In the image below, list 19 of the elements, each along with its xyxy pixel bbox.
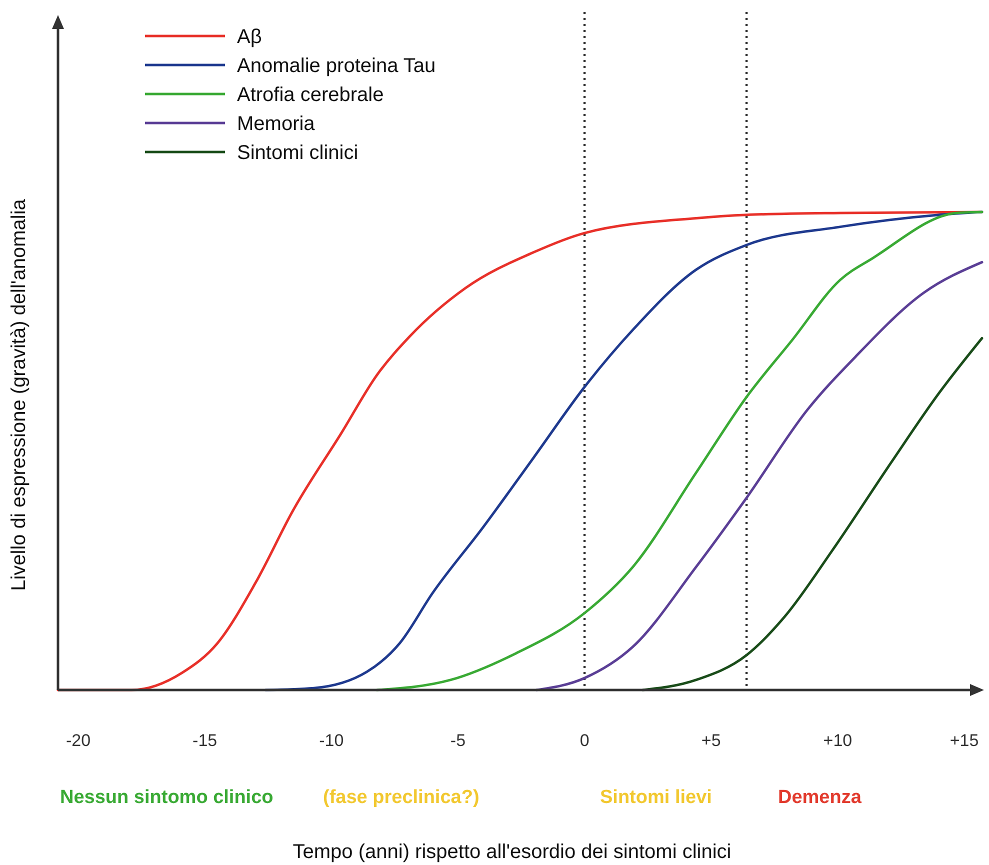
x-tick-label: +10	[823, 731, 852, 750]
legend-label: Anomalie proteina Tau	[237, 55, 436, 77]
x-tick-label: -20	[66, 731, 91, 750]
y-axis-title: Livello di espressione (gravità) dell'anomalia	[8, 198, 30, 591]
x-tick-label: -10	[319, 731, 344, 750]
text: (fase preclinica?)	[323, 787, 480, 808]
x-axis-title: Tempo (anni) rispetto all'esordio dei sintomi clinici	[292, 841, 732, 863]
x-tick-label: 0	[580, 731, 590, 750]
x-tick-label: +5	[701, 731, 721, 750]
x-tick-label: -15	[192, 731, 218, 750]
text: Nessun sintomo clinico	[60, 787, 274, 808]
legend-label: Atrofia cerebrale	[237, 84, 384, 106]
text: Demenza	[778, 787, 862, 808]
legend-label: Sintomi clinici	[237, 142, 358, 164]
x-tick-label: +15	[950, 731, 979, 750]
text: Sintomi lievi	[600, 787, 712, 808]
x-tick-label: -5	[450, 731, 466, 750]
legend-label: Memoria	[237, 113, 316, 135]
legend-label: Aβ	[237, 26, 262, 48]
